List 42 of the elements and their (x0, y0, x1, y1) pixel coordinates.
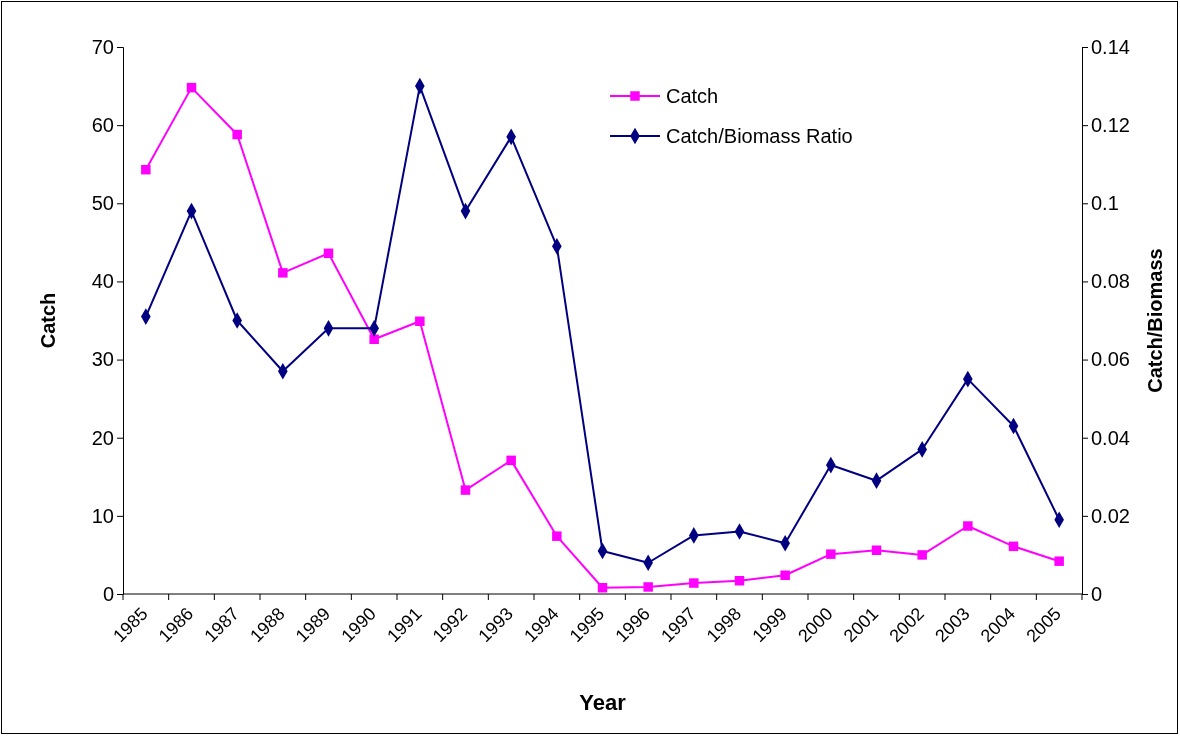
y-tick-label: 0 (102, 582, 114, 605)
y-tick-label: 40 (91, 270, 114, 293)
point (552, 531, 562, 541)
y-tick-label: 20 (91, 426, 114, 449)
point (232, 129, 242, 140)
point (278, 268, 288, 278)
y-tick-label: 30 (91, 348, 114, 371)
x-axis-title: Year (579, 690, 627, 715)
point (415, 316, 425, 327)
point (141, 164, 151, 175)
y2-tick-label: 0.04 (1091, 426, 1130, 449)
y2-tick-label: 0 (1091, 582, 1103, 605)
point (1054, 556, 1064, 566)
point (917, 550, 927, 560)
point (506, 455, 516, 466)
point (780, 570, 790, 580)
point (369, 334, 379, 344)
y-axis-title: Catch (37, 292, 59, 349)
y2-tick-label: 0.1 (1091, 192, 1119, 215)
point (460, 485, 471, 495)
point (597, 583, 608, 593)
point (689, 578, 699, 588)
point (323, 248, 334, 259)
point (1008, 541, 1019, 552)
point (871, 545, 882, 555)
legend-label: Catch (666, 85, 719, 107)
y-tick-label: 60 (91, 114, 114, 137)
y2-tick-label: 0.06 (1091, 348, 1130, 371)
y-tick-label: 50 (91, 192, 114, 215)
y2-tick-label: 0.02 (1091, 504, 1130, 527)
y2-tick-label: 0.08 (1091, 270, 1130, 293)
y2-tick-label: 0.12 (1091, 114, 1130, 137)
point (826, 549, 836, 559)
y2-axis-title: Catch/Biomass (1144, 248, 1166, 393)
point (734, 575, 745, 586)
y-tick-label: 70 (91, 35, 114, 58)
y2-tick-label: 0.14 (1091, 35, 1130, 58)
point (643, 582, 653, 592)
point (186, 82, 197, 93)
y-tick-label: 10 (91, 504, 114, 527)
point (963, 521, 973, 531)
legend-label: Catch/Biomass Ratio (666, 125, 853, 147)
